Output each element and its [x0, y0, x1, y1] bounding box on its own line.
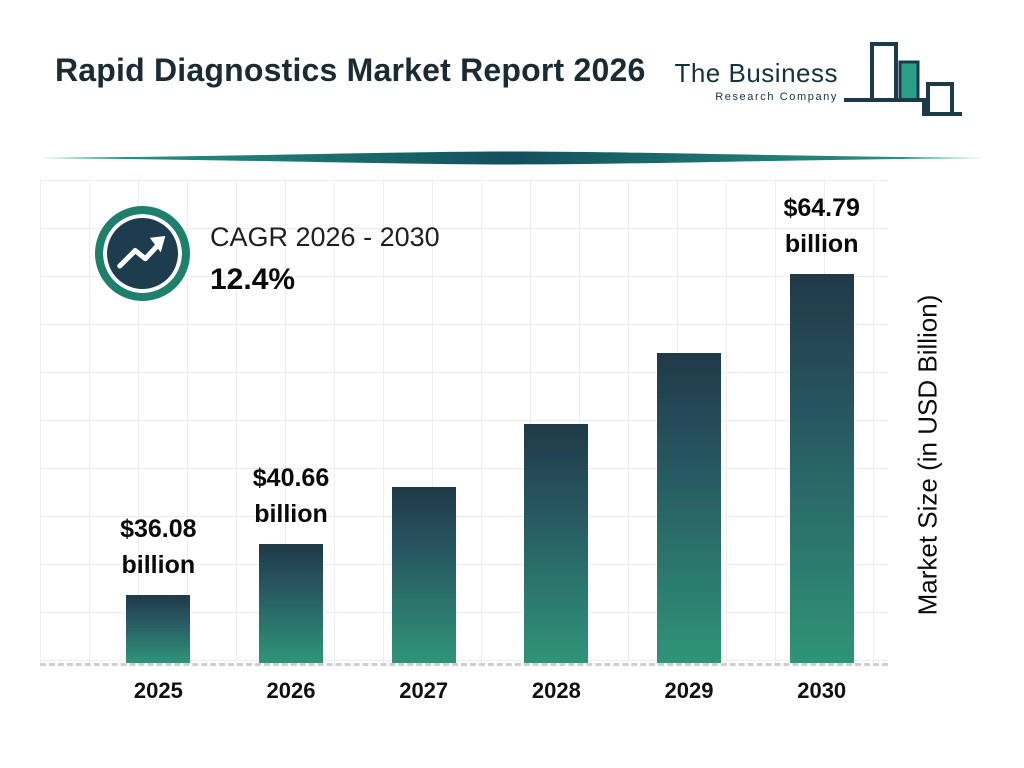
x-tick-label-2025: 2025: [133, 678, 183, 703]
bar-2029: [657, 353, 722, 663]
logo-line1: The Business: [674, 58, 838, 88]
company-logo: The Business Research Company: [674, 40, 962, 127]
x-tick-label-2029: 2029: [664, 678, 714, 703]
cagr-label: CAGR 2026 - 2030: [210, 222, 440, 252]
bar-chart: $36.08 billion $40.66 billion $64.79 billion: [40, 180, 888, 666]
x-tick-label-2026: 2026: [266, 678, 316, 703]
cagr-badge: [95, 206, 190, 301]
bar-2025: [126, 595, 191, 663]
cagr-text-block: CAGR 2026 - 2030 12.4%: [210, 222, 440, 297]
bar-2027: [391, 487, 456, 663]
bar-value-label-2025: $36.08 billion: [120, 514, 197, 579]
logo-text: The Business Research Company: [674, 58, 838, 103]
bar-column-2029: [623, 180, 756, 663]
bar-2028: [524, 424, 589, 663]
bar-chart-logo-icon: [844, 40, 962, 127]
logo-line2: Research Company: [715, 91, 838, 103]
bar-2026: [259, 544, 323, 663]
bar-column-2026: $40.66 billion: [225, 180, 358, 663]
divider-ornament: [40, 150, 984, 166]
trend-up-arrow-icon: [107, 215, 179, 292]
page-title: Rapid Diagnostics Market Report 2026: [55, 52, 646, 88]
x-tick-label-2030: 2030: [797, 678, 847, 703]
bar-value-label-2030: $64.79 billion: [783, 193, 860, 258]
bar-column-2028: [490, 180, 623, 663]
bar-column-2025: $36.08 billion: [92, 180, 225, 663]
y-axis-label: Market Size (in USD Billion): [912, 294, 943, 616]
bar-value-label-2026: $40.66 billion: [252, 463, 330, 528]
bar-column-2027: [357, 180, 490, 663]
plot-area: $36.08 billion $40.66 billion $64.79 billion: [92, 180, 888, 663]
cagr-value: 12.4%: [210, 263, 296, 296]
x-tick-label-2028: 2028: [531, 678, 581, 703]
bar-2030: [789, 274, 854, 663]
x-tick-label-2027: 2027: [399, 678, 449, 703]
x-axis-labels: 2025 2026 2027 2028 2029 2030: [92, 678, 888, 704]
bar-column-2030: $64.79 billion: [755, 180, 888, 663]
